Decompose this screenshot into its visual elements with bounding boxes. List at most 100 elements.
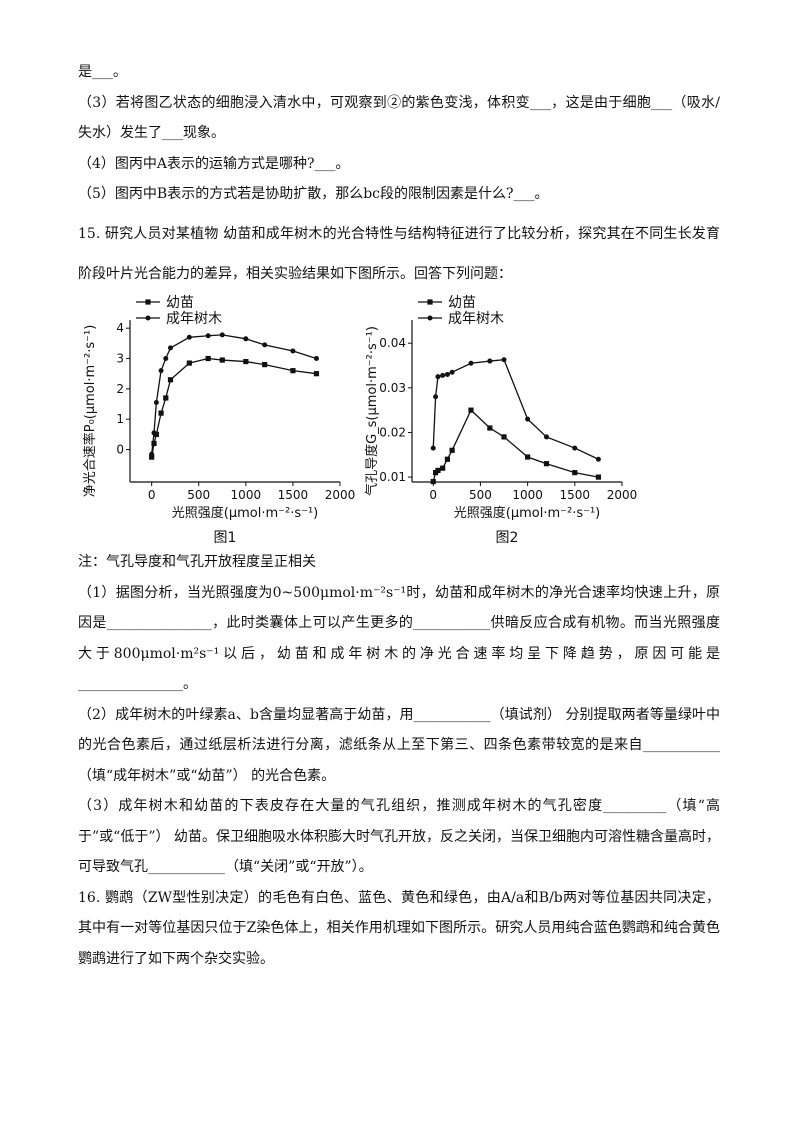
marker [525, 454, 531, 460]
x-tick-label: 500 [469, 488, 492, 502]
y-tick-label: 1 [116, 412, 124, 426]
marker [163, 356, 169, 362]
x-tick-label: 1000 [231, 488, 262, 502]
legend-label: 幼苗 [166, 295, 194, 311]
marker [572, 470, 578, 476]
marker [290, 368, 296, 374]
figures: 0 1 2 3 4 0 500 1000 1500 2000 光照强度(μmol·m⁻²·s⁻¹) 净… [80, 288, 640, 550]
x-tick-label: 1500 [560, 488, 591, 502]
marker [153, 431, 159, 437]
y-tick-label: 3 [116, 352, 124, 366]
x-tick-label: 0 [148, 488, 156, 502]
marker [595, 474, 602, 480]
marker [151, 440, 157, 447]
marker [243, 358, 249, 365]
series-line [432, 359, 599, 460]
marker [290, 348, 296, 354]
marker [205, 355, 211, 362]
legend-marker [145, 315, 151, 321]
legend-label: 成年树木 [166, 311, 222, 327]
marker [525, 416, 531, 422]
y-tick-label: 0.03 [379, 381, 406, 395]
marker [163, 395, 169, 401]
paragraph: （4）图丙中A表示的运输方式是哪种?___。 [78, 155, 350, 172]
marker [186, 360, 192, 366]
marker [487, 358, 493, 364]
marker [219, 357, 225, 363]
legend-marker [427, 315, 433, 321]
marker [449, 369, 455, 375]
marker [219, 332, 225, 338]
marker [433, 394, 439, 400]
marker [313, 356, 319, 362]
marker [543, 461, 550, 467]
marker [149, 451, 155, 457]
marker [444, 456, 450, 462]
x-tick-label: 2000 [607, 488, 637, 502]
paragraph: 15. 研究人员对某植物 幼苗和成年树木的光合特性与结构特征进行了比较分析，探究… [78, 225, 720, 282]
chart: 0 1 2 3 4 0 500 1000 1500 2000 光照强度(μmol·m⁻²·s⁻¹) 净… [82, 295, 355, 546]
y-tick-label: 0 [116, 443, 124, 457]
marker [151, 430, 157, 436]
y-tick-label: 4 [116, 321, 124, 335]
marker [149, 454, 155, 460]
marker [430, 445, 436, 451]
legend-label: 成年树木 [448, 311, 504, 327]
marker [435, 374, 441, 380]
marker [572, 445, 578, 451]
marker [167, 345, 173, 351]
marker [468, 407, 474, 413]
x-axis-label: 光照强度(μmol·m⁻²·s⁻¹) [172, 505, 319, 521]
x-axis-label: 光照强度(μmol·m⁻²·s⁻¹) [454, 505, 601, 521]
marker [243, 336, 249, 342]
marker [158, 410, 164, 416]
chart: 0.01 0.02 0.03 0.04 0 500 1000 1500 2000 光照强度(μmo… [364, 295, 637, 546]
marker [205, 333, 211, 339]
paragraph: 16. 鹦鹉（ZW型性别决定）的毛色有白色、蓝色、黄色和绿色，由A/a和B/b两… [78, 889, 720, 967]
x-tick-label: 1000 [512, 488, 543, 502]
marker [440, 372, 446, 378]
legend-marker [145, 299, 151, 305]
y-axis-label: 气孔导度G_s(μmol·m⁻²·s⁻¹) [364, 326, 380, 496]
y-tick-label: 0.01 [379, 470, 406, 484]
marker [501, 434, 507, 440]
chart-title: 图2 [496, 530, 519, 546]
marker [430, 478, 436, 485]
marker [153, 400, 159, 406]
series-line [151, 357, 317, 458]
marker [444, 371, 450, 377]
x-tick-label: 500 [187, 488, 210, 502]
marker [262, 342, 268, 348]
legend-marker [427, 299, 433, 305]
marker [595, 456, 601, 462]
marker [435, 467, 441, 473]
text-after: 注：气孔导度和气孔开放程度呈正相关 （1）据图分析，当光照强度为0~500μmo… [78, 547, 720, 974]
marker [313, 371, 320, 377]
paragraph: （1）据图分析，当光照强度为0~500μmol·m⁻²s⁻¹时，幼苗和成年树木的… [78, 584, 720, 693]
y-tick-label: 2 [116, 382, 124, 396]
paragraph: （2）成年树木的叶绿素a、b含量均显著高于幼苗，用___________（填试剂… [78, 706, 720, 784]
paragraph: （5）图丙中B表示的方式若是协助扩散，那么bc段的限制因素是什么?___。 [78, 186, 549, 202]
marker [440, 465, 446, 471]
note: 注：气孔导度和气孔开放程度呈正相关 [78, 554, 316, 570]
y-tick-label: 0.02 [379, 425, 406, 439]
marker [449, 447, 455, 453]
legend-label: 幼苗 [448, 295, 476, 311]
text-before: 是___。 （3）若将图乙状态的细胞浸入清水中，可观察到②的紫色变浅，体积变__… [78, 57, 720, 294]
marker [543, 434, 549, 440]
marker [262, 361, 268, 368]
marker [487, 425, 493, 431]
marker [186, 334, 192, 340]
x-tick-label: 2000 [325, 488, 355, 502]
marker [501, 357, 507, 363]
marker [468, 360, 474, 366]
x-tick-label: 1500 [278, 488, 309, 502]
marker [158, 368, 164, 374]
y-axis-label: 净光合速率P₀(μmol·m⁻²·s⁻¹) [82, 325, 98, 498]
marker [167, 377, 174, 383]
paragraph: 是___。 [78, 64, 127, 80]
y-tick-label: 0.04 [379, 336, 406, 350]
paragraph: （3）若将图乙状态的细胞浸入清水中，可观察到②的紫色变浅，体积变___，这是由于… [78, 94, 720, 142]
x-tick-label: 0 [429, 488, 437, 502]
